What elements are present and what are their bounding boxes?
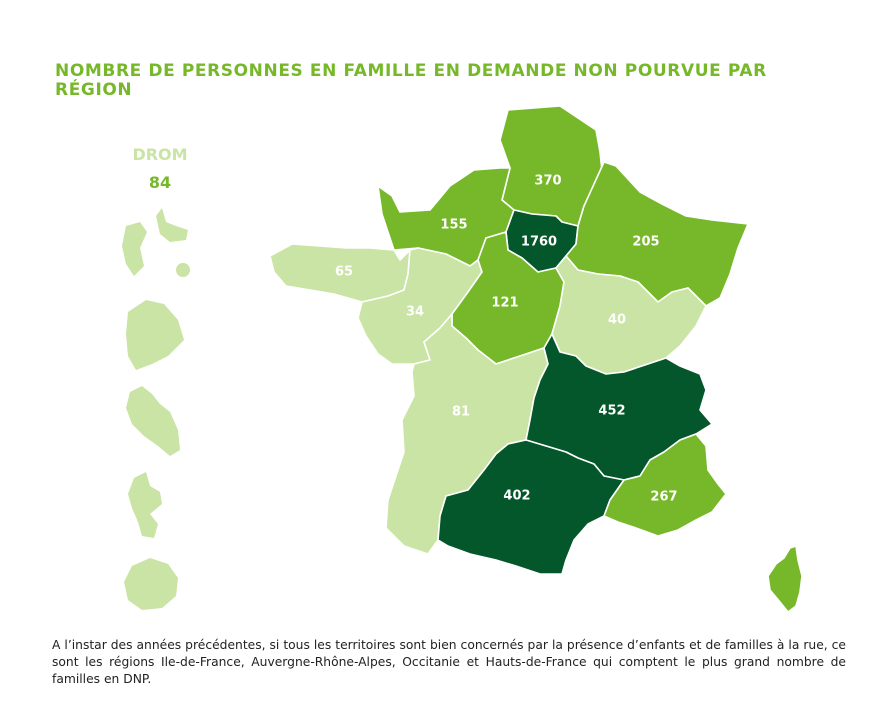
value-auvergne-rhone-alpes: 452 (598, 404, 625, 419)
drom-value: 84 (148, 173, 172, 192)
mayotte-shape (128, 472, 162, 538)
footnote: A l’instar des années précédentes, si to… (52, 638, 846, 686)
region-provence-alpes-cote-d-azur (603, 433, 727, 537)
value-bretagne: 65 (335, 265, 353, 280)
reunion-shape (124, 558, 178, 610)
value-provence-alpes-cote-d-azur: 267 (650, 490, 677, 505)
martinique-shape (126, 386, 180, 456)
value-pays-de-la-loire: 34 (406, 305, 424, 320)
map-title: Nombre de personnes en famille en demand… (55, 61, 767, 100)
value-nouvelle-aquitaine: 81 (452, 405, 470, 420)
value-bourgogne-franche-comte: 40 (608, 313, 626, 328)
value-centre-val-de-loire: 121 (491, 296, 518, 311)
value-normandie: 155 (440, 218, 467, 233)
guadeloupe-shape (122, 208, 190, 277)
value-grand-est: 205 (632, 235, 659, 250)
region-occitanie (437, 439, 625, 575)
guyane-shape (126, 300, 184, 370)
value-hauts-de-france: 370 (534, 174, 561, 189)
value-occitanie: 402 (503, 489, 530, 504)
value-ile-de-france: 1760 (521, 235, 557, 250)
drom-label: DROM (132, 145, 188, 164)
region-corse (767, 545, 803, 613)
